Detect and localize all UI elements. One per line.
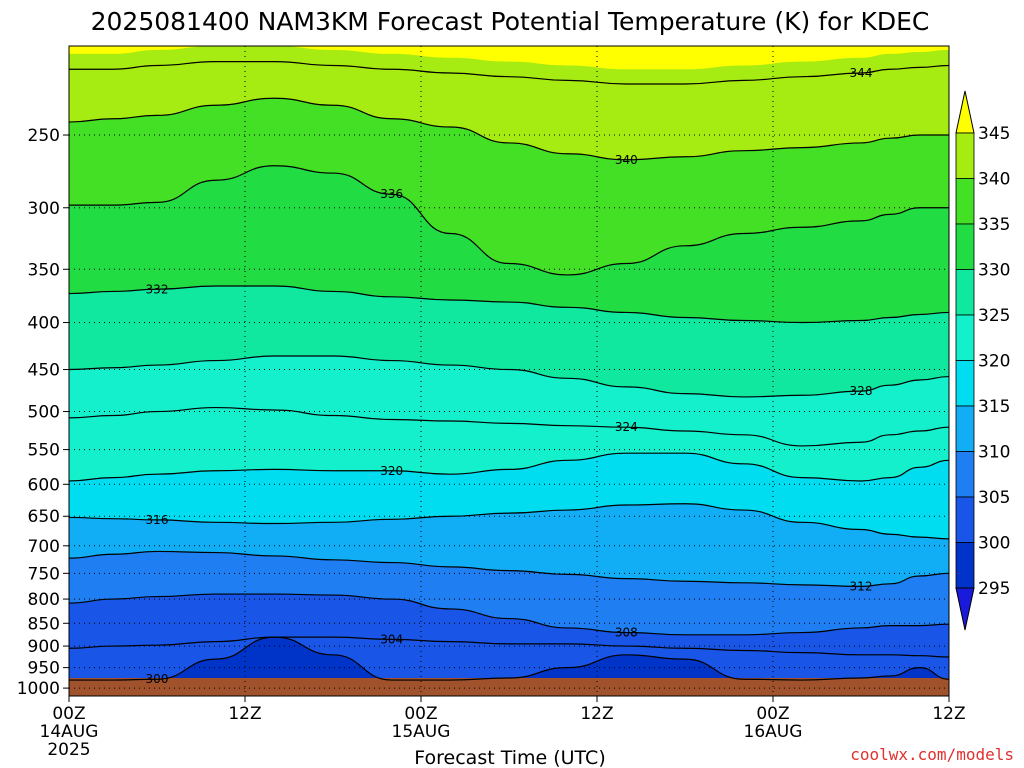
x-tick-label-2: 00Z xyxy=(404,704,437,724)
colorbar-box-7 xyxy=(955,451,975,498)
colorbar-box-8 xyxy=(955,496,975,543)
y-tick-label-400: 400 xyxy=(28,314,60,334)
contour-lines xyxy=(69,61,949,681)
contour-label-312: 312 xyxy=(850,579,873,593)
colorbar-label-340: 340 xyxy=(978,170,1010,190)
contour-344 xyxy=(69,61,949,85)
y-tick-label-900: 900 xyxy=(28,637,60,657)
plot-frame xyxy=(68,45,950,697)
colorbar-box-2 xyxy=(955,223,975,270)
contour-label-336: 336 xyxy=(380,187,403,201)
colorbar-label-345: 345 xyxy=(978,124,1010,144)
x-tick-label-4: 00Z xyxy=(756,704,789,724)
y-tick-label-600: 600 xyxy=(28,475,60,495)
contour-332 xyxy=(69,285,949,324)
credit-text: coolwx.com/models xyxy=(850,745,1014,764)
colorbar-label-305: 305 xyxy=(978,488,1010,508)
contour-316 xyxy=(69,503,949,540)
contour-340 xyxy=(69,97,949,161)
colorbar: 345 340 335 330 325 320 315 310 305 300 295 xyxy=(955,90,1010,631)
colorbar-label-315: 315 xyxy=(978,397,1010,417)
colorbar-label-310: 310 xyxy=(978,443,1010,463)
contour-label-340: 340 xyxy=(615,153,638,167)
colorbar-box-6 xyxy=(955,405,975,452)
y-tick-label-350: 350 xyxy=(28,260,60,280)
chart-title: 2025081400 NAM3KM Forecast Potential Tem… xyxy=(91,7,930,36)
y-tick-label-550: 550 xyxy=(28,441,60,461)
contour-324 xyxy=(69,406,949,447)
contour-label-332: 332 xyxy=(146,282,169,296)
y-tick-label-700: 700 xyxy=(28,537,60,557)
x-tick-label-3: 12Z xyxy=(580,704,613,724)
y-tick-label-800: 800 xyxy=(28,590,60,610)
y-axis: 250 300 350 400 450 500 550 600 650 700 750 800 850 9… xyxy=(17,126,69,699)
colorbar-label-320: 320 xyxy=(978,352,1010,372)
contour-336 xyxy=(69,165,949,276)
contour-300 xyxy=(69,636,949,681)
contour-320 xyxy=(69,452,949,482)
y-tick-label-850: 850 xyxy=(28,614,60,634)
y-tick-label-300: 300 xyxy=(28,199,60,219)
x-tick-year-0: 2025 xyxy=(47,740,90,760)
contour-label-324: 324 xyxy=(615,420,638,434)
y-tick-label-450: 450 xyxy=(28,361,60,381)
x-tick-date-0: 14AUG xyxy=(40,722,99,742)
colorbar-label-325: 325 xyxy=(978,306,1010,326)
x-tick-label-1: 12Z xyxy=(228,704,261,724)
contour-label-300: 300 xyxy=(146,672,169,686)
ground-band xyxy=(69,677,949,696)
contour-label-328: 328 xyxy=(850,384,873,398)
colorbar-box-4 xyxy=(955,314,975,361)
x-tick-label-0: 00Z xyxy=(52,704,85,724)
colorbar-box-1 xyxy=(955,178,975,225)
contour-312 xyxy=(69,550,949,588)
colorbar-label-300: 300 xyxy=(978,534,1010,554)
y-tick-label-500: 500 xyxy=(28,403,60,423)
contour-label-304: 304 xyxy=(380,632,403,646)
y-tick-label-950: 950 xyxy=(28,659,60,679)
y-tick-label-750: 750 xyxy=(28,564,60,584)
colorbar-box-9 xyxy=(955,542,975,589)
contour-labels: 300 304 308 312 316 320 324 328 332 336 340 344 xyxy=(146,66,873,686)
fill-band-345 xyxy=(69,46,949,70)
contour-328 xyxy=(69,355,949,398)
colorbar-label-335: 335 xyxy=(978,215,1010,235)
temperature-fill-bands xyxy=(69,46,949,696)
x-axis-label: Forecast Time (UTC) xyxy=(414,747,605,768)
contour-label-320: 320 xyxy=(380,464,403,478)
colorbar-label-295: 295 xyxy=(978,579,1010,599)
colorbar-box-0 xyxy=(955,132,975,179)
colorbar-arrow-top xyxy=(955,90,975,134)
contour-label-308: 308 xyxy=(615,626,638,640)
x-tick-label-5: 12Z xyxy=(932,704,965,724)
colorbar-box-5 xyxy=(955,360,975,407)
contour-label-344: 344 xyxy=(850,66,873,80)
y-tick-label-250: 250 xyxy=(28,126,60,146)
y-tick-label-1000: 1000 xyxy=(17,679,60,699)
colorbar-arrow-bottom xyxy=(955,587,975,631)
contour-label-316: 316 xyxy=(146,513,169,527)
contour-304 xyxy=(69,636,949,658)
y-tick-label-650: 650 xyxy=(28,507,60,527)
x-tick-date-4: 16AUG xyxy=(744,722,803,742)
contour-308 xyxy=(69,593,949,636)
colorbar-box-3 xyxy=(955,269,975,316)
colorbar-label-330: 330 xyxy=(978,261,1010,281)
x-tick-date-2: 15AUG xyxy=(392,722,451,742)
